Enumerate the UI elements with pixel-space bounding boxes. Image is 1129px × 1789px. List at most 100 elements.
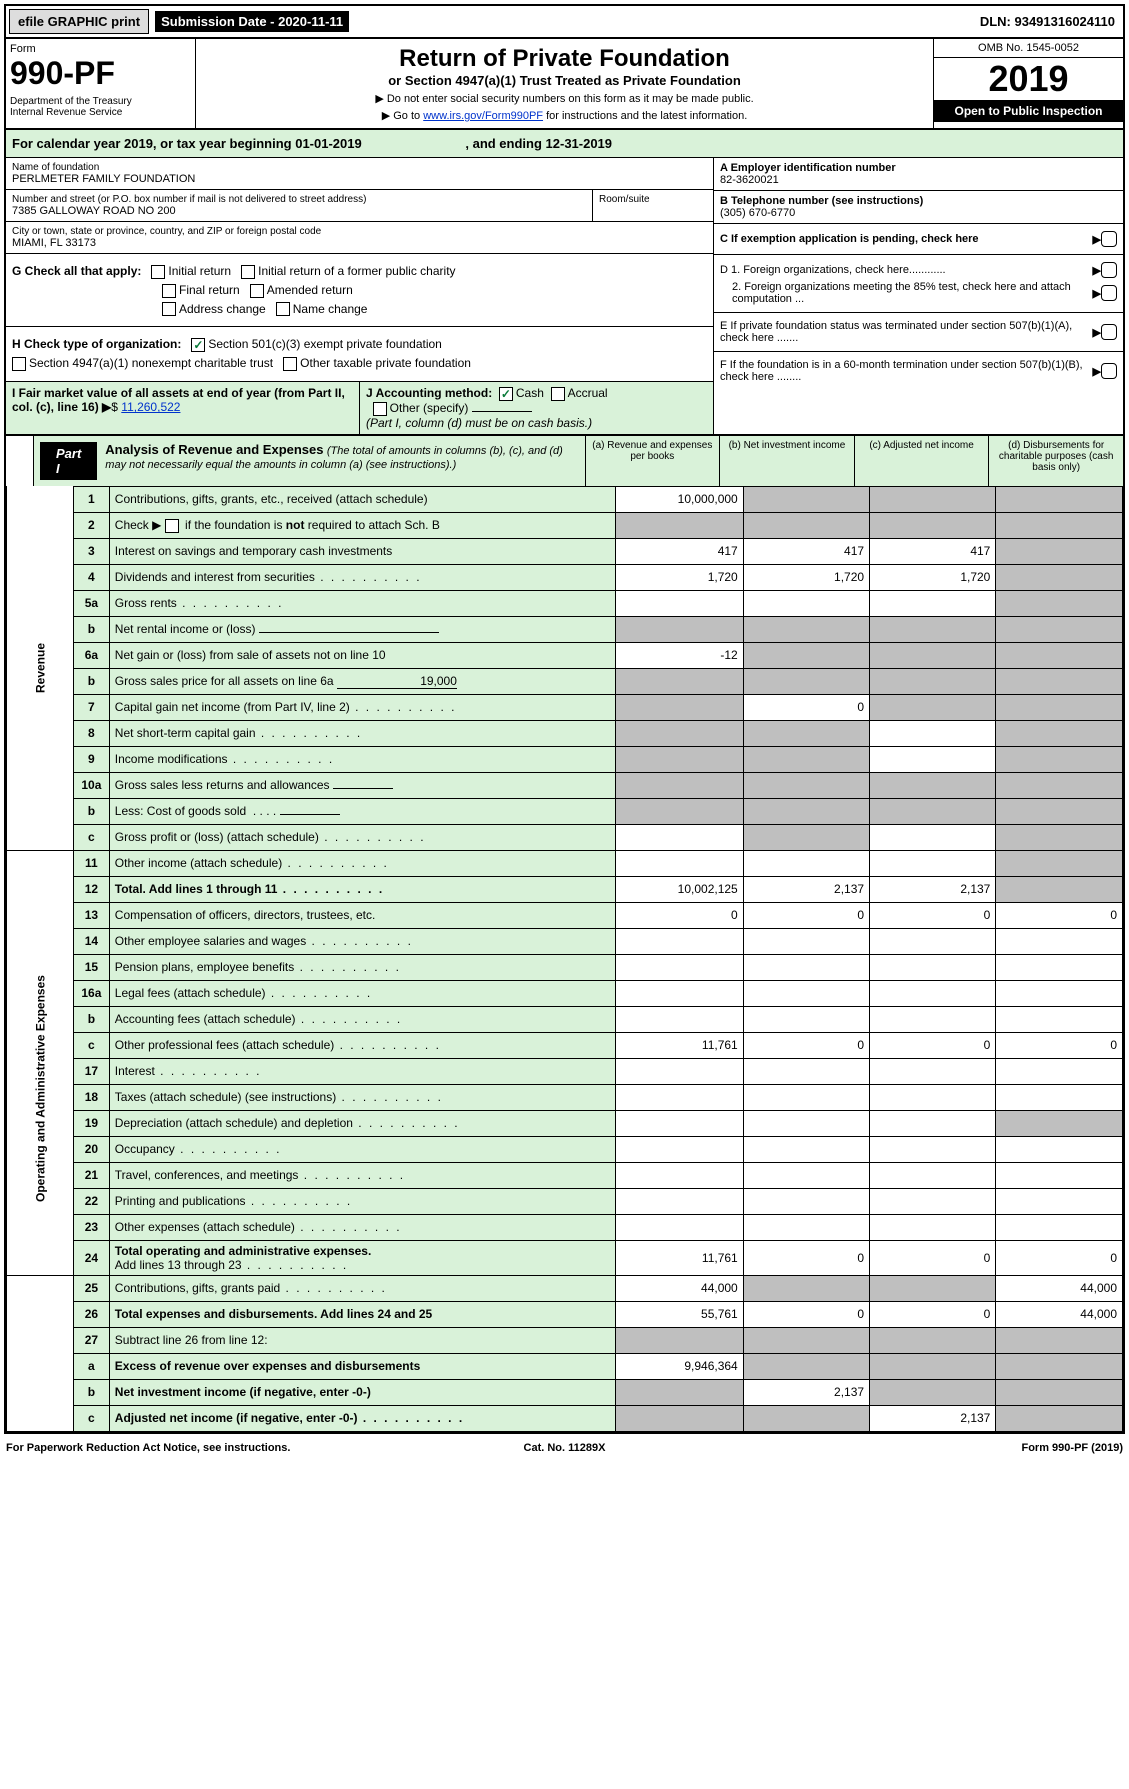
j-label: J Accounting method: [366, 386, 492, 400]
addr-label: Number and street (or P.O. box number if… [12, 194, 586, 205]
val-1a: 10,000,000 [616, 486, 744, 512]
phone-value: (305) 670-6770 [720, 207, 795, 219]
topbar: efile GRAPHIC print Submission Date - 20… [6, 6, 1123, 39]
val-24a: 11,761 [616, 1240, 744, 1275]
val-4b: 1,720 [743, 564, 869, 590]
form-number: 990-PF [10, 55, 191, 92]
form-header: Form 990-PF Department of the Treasury I… [6, 39, 1123, 130]
chk-other-method[interactable] [373, 402, 387, 416]
desc-12: Total. Add lines 1 through 11 [109, 876, 615, 902]
chk-e[interactable] [1101, 324, 1117, 340]
val-24c: 0 [870, 1240, 996, 1275]
city-state-zip: MIAMI, FL 33173 [12, 237, 707, 249]
desc-22: Printing and publications [109, 1188, 615, 1214]
open-public: Open to Public Inspection [934, 100, 1123, 122]
desc-21: Travel, conferences, and meetings [109, 1162, 615, 1188]
desc-14: Other employee salaries and wages [109, 928, 615, 954]
rn-27c: c [74, 1405, 110, 1431]
val-27aa: 9,946,364 [616, 1353, 744, 1379]
chk-sch-b[interactable] [165, 519, 179, 533]
lbl-other-method: Other (specify) [390, 401, 469, 415]
rn-7: 7 [74, 694, 110, 720]
calendar-year-row: For calendar year 2019, or tax year begi… [6, 130, 1123, 158]
chk-final[interactable] [162, 284, 176, 298]
i-value[interactable]: 11,260,522 [121, 400, 180, 414]
desc-7: Capital gain net income (from Part IV, l… [109, 694, 615, 720]
rn-8: 8 [74, 720, 110, 746]
d1-label: D 1. Foreign organizations, check here..… [720, 264, 1093, 276]
val-6a: -12 [616, 642, 744, 668]
col-c-hdr: (c) Adjusted net income [854, 436, 989, 486]
desc-26: Total expenses and disbursements. Add li… [109, 1301, 615, 1327]
desc-10a: Gross sales less returns and allowances [109, 772, 615, 798]
g-label: G Check all that apply: [12, 264, 141, 278]
val-12a: 10,002,125 [616, 876, 744, 902]
val-26d: 44,000 [996, 1301, 1123, 1327]
val-13c: 0 [870, 902, 996, 928]
val-12b: 2,137 [743, 876, 869, 902]
c-label: C If exemption application is pending, c… [720, 233, 979, 245]
val-24d: 0 [996, 1240, 1123, 1275]
chk-initial[interactable] [151, 265, 165, 279]
chk-f[interactable] [1101, 363, 1117, 379]
rn-12: 12 [74, 876, 110, 902]
chk-d2[interactable] [1101, 285, 1117, 301]
chk-4947[interactable] [12, 357, 26, 371]
lbl-addr-change: Address change [179, 302, 266, 316]
val-27cc: 2,137 [870, 1405, 996, 1431]
chk-d1[interactable] [1101, 262, 1117, 278]
lbl-initial-former: Initial return of a former public charit… [258, 264, 455, 278]
desc-1: Contributions, gifts, grants, etc., rece… [109, 486, 615, 512]
footer-left: For Paperwork Reduction Act Notice, see … [6, 1442, 378, 1454]
chk-accrual[interactable] [551, 387, 565, 401]
chk-name-change[interactable] [276, 302, 290, 316]
tax-year: 2019 [934, 58, 1123, 100]
chk-other-tax[interactable] [283, 357, 297, 371]
desc-10c: Gross profit or (loss) (attach schedule) [109, 824, 615, 850]
chk-addr-change[interactable] [162, 302, 176, 316]
footer-mid: Cat. No. 11289X [378, 1442, 750, 1454]
desc-24: Total operating and administrative expen… [109, 1240, 615, 1275]
footer-right: Form 990-PF (2019) [751, 1442, 1123, 1454]
h-label: H Check type of organization: [12, 337, 181, 351]
chk-initial-former[interactable] [241, 265, 255, 279]
rn-27b: b [74, 1379, 110, 1405]
lbl-name-change: Name change [293, 302, 368, 316]
chk-c[interactable] [1101, 231, 1117, 247]
lbl-initial: Initial return [168, 264, 231, 278]
part1-table: Revenue 1Contributions, gifts, grants, e… [6, 486, 1123, 1432]
desc-16c: Other professional fees (attach schedule… [109, 1032, 615, 1058]
note-link: ▶ Go to www.irs.gov/Form990PF for instru… [202, 109, 927, 122]
rn-6b: b [74, 668, 110, 694]
chk-amended[interactable] [250, 284, 264, 298]
desc-5a: Gross rents [109, 590, 615, 616]
part1-label: Part I [40, 442, 97, 480]
val-7b: 0 [743, 694, 869, 720]
val-16ca: 11,761 [616, 1032, 744, 1058]
rn-16c: c [74, 1032, 110, 1058]
desc-16b: Accounting fees (attach schedule) [109, 1006, 615, 1032]
val-24b: 0 [743, 1240, 869, 1275]
e-label: E If private foundation status was termi… [720, 320, 1093, 344]
submission-date: Submission Date - 2020-11-11 [155, 11, 349, 32]
val-13d: 0 [996, 902, 1123, 928]
rn-9: 9 [74, 746, 110, 772]
irs-link[interactable]: www.irs.gov/Form990PF [423, 110, 543, 122]
efile-print-button[interactable]: efile GRAPHIC print [9, 9, 149, 34]
val-16cc: 0 [870, 1032, 996, 1058]
desc-20: Occupancy [109, 1136, 615, 1162]
val-3a: 417 [616, 538, 744, 564]
rn-13: 13 [74, 902, 110, 928]
val-27bb: 2,137 [743, 1379, 869, 1405]
dept-treasury: Department of the Treasury Internal Reve… [10, 96, 191, 118]
rn-1: 1 [74, 486, 110, 512]
rn-25: 25 [74, 1275, 110, 1301]
chk-501c3[interactable] [191, 338, 205, 352]
val-3c: 417 [870, 538, 996, 564]
chk-cash[interactable] [499, 387, 513, 401]
col-a-hdr: (a) Revenue and expenses per books [585, 436, 720, 486]
rn-10a: 10a [74, 772, 110, 798]
calyear-begin: For calendar year 2019, or tax year begi… [12, 136, 362, 151]
note2-post: for instructions and the latest informat… [543, 110, 747, 122]
desc-9: Income modifications [109, 746, 615, 772]
